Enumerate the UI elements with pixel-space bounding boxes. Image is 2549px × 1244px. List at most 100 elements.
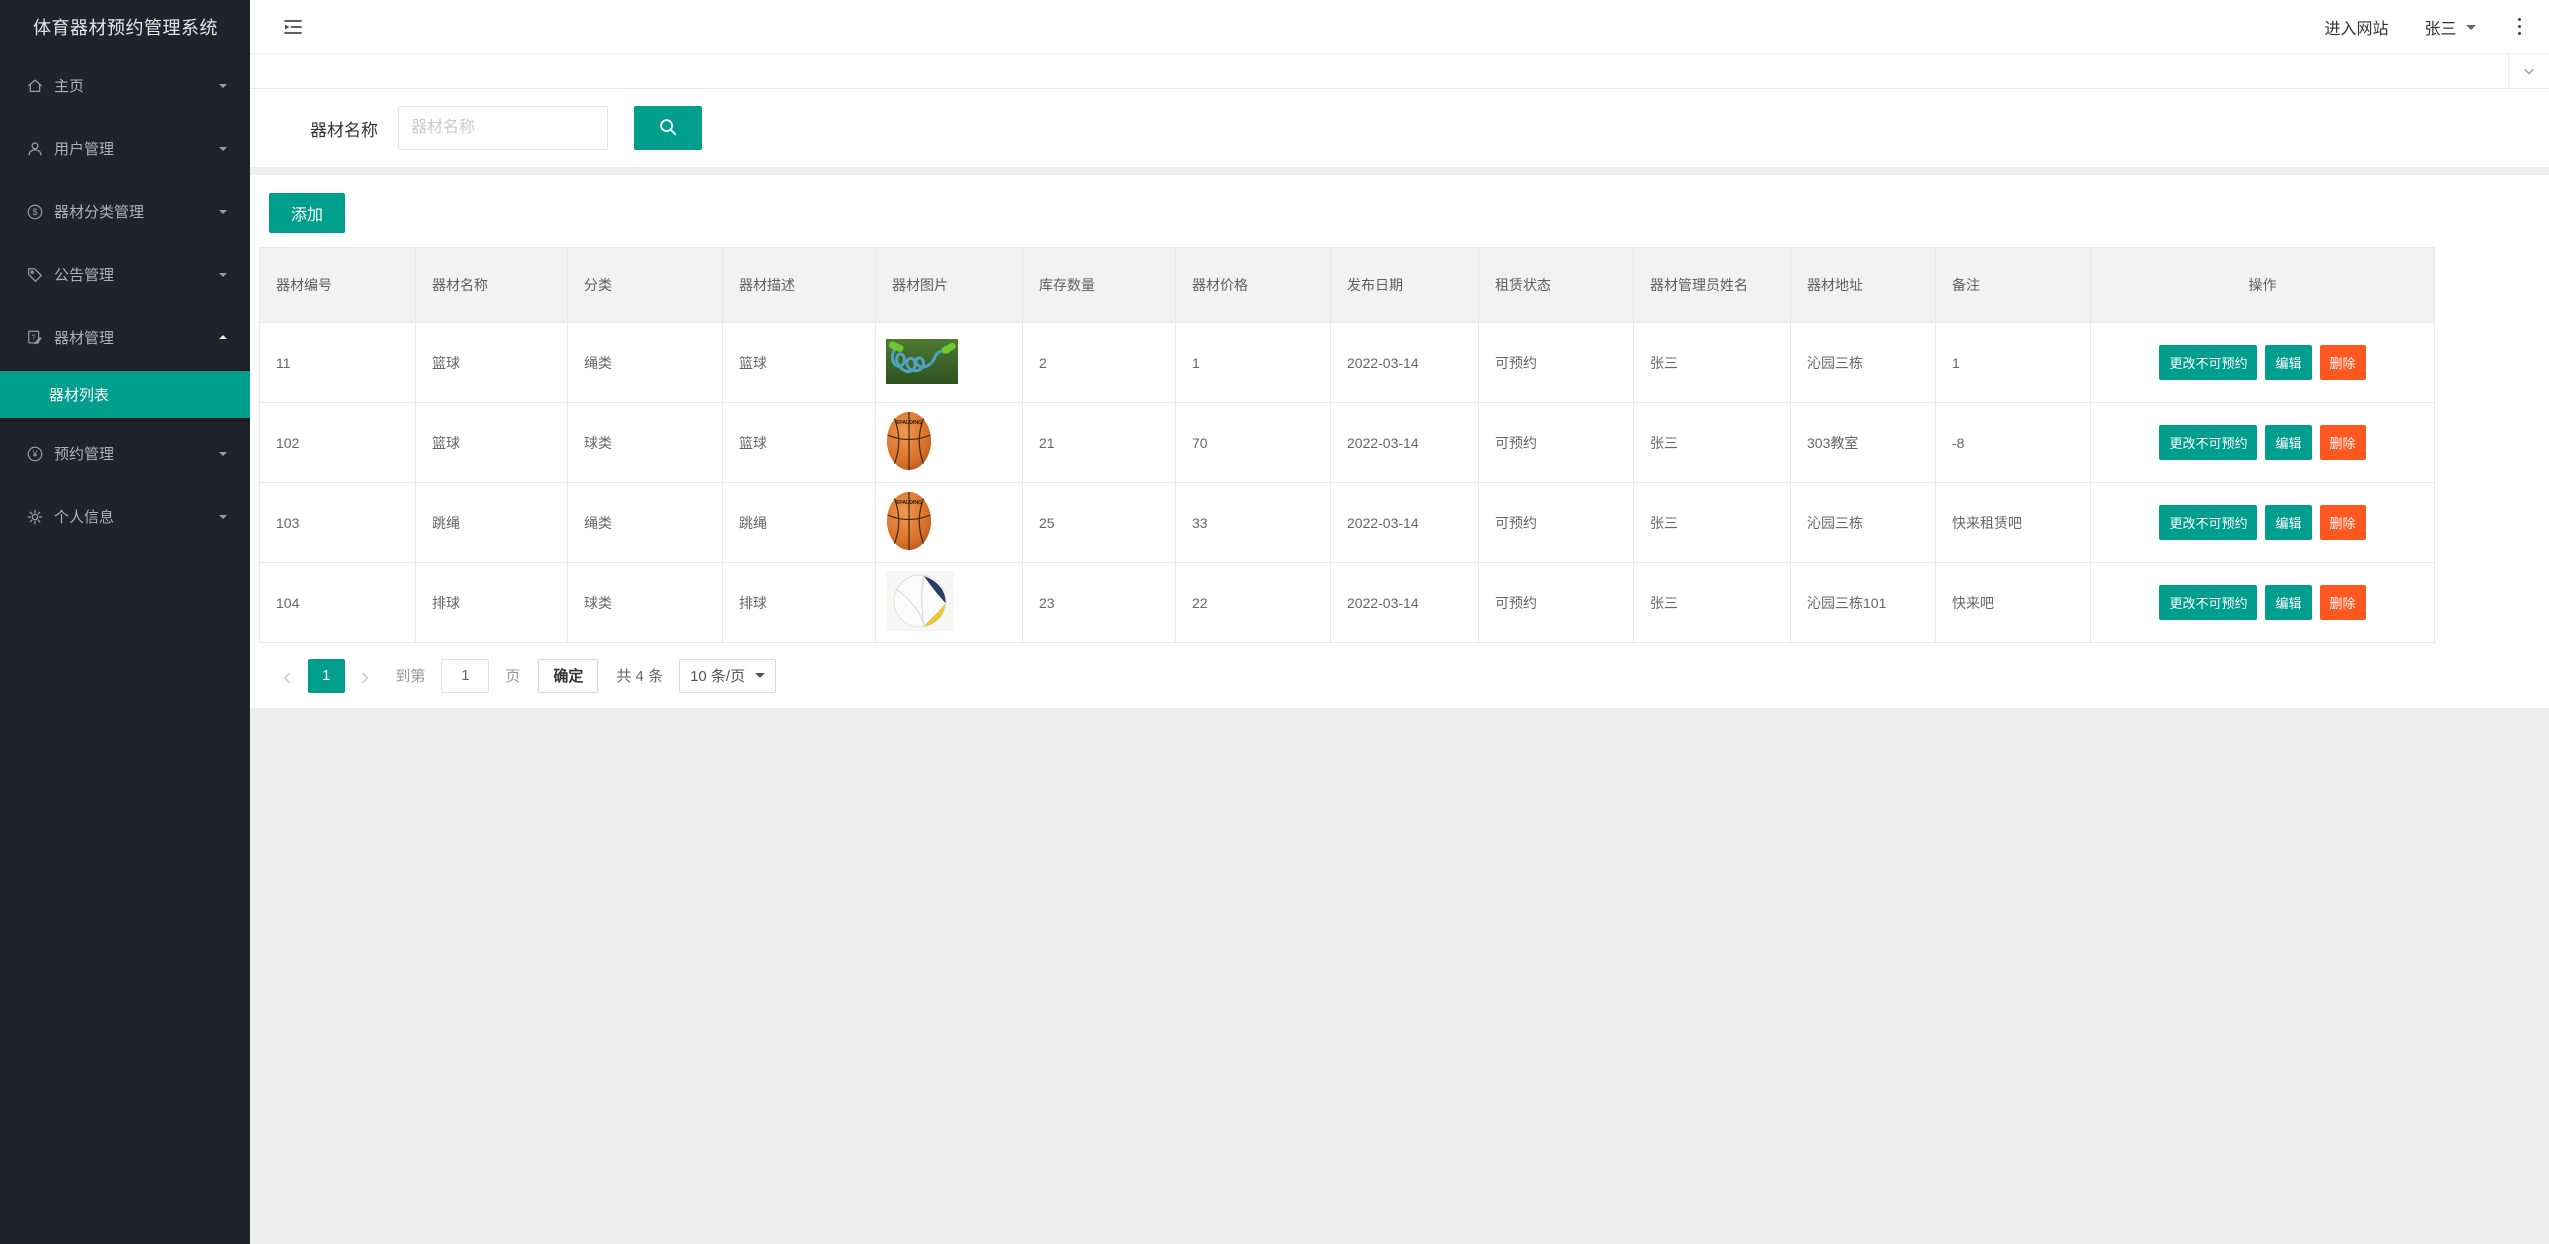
svg-text:$: $ (32, 207, 37, 217)
page-number-current[interactable]: 1 (307, 658, 345, 693)
sidebar-item-announcement-management[interactable]: 公告管理 (0, 243, 250, 306)
column-header-3: 器材描述 (722, 247, 876, 323)
svg-text:SPALDING: SPALDING (896, 500, 922, 506)
more-menu-icon[interactable] (2512, 14, 2528, 40)
equipment-table: 器材编号 器材名称 分类 器材描述 器材图片 库存数量 器材价格 发布日期 租赁状态 器材管理员姓… (259, 247, 2435, 643)
column-header-0: 器材编号 (259, 247, 416, 323)
sidebar: 体育器材预约管理系统 主页 用户管理 $ 器材分类管理 公告管理? 器材管理 器材列表 ¥ 预约… (0, 0, 250, 1244)
cell-date: 2022-03-14 (1330, 482, 1479, 563)
cell-remark: 快来租赁吧 (1935, 482, 2091, 563)
enter-site-link[interactable]: 进入网站 (2324, 20, 2389, 38)
sidebar-item-equipment-list[interactable]: 器材列表 (0, 371, 250, 418)
user-menu[interactable]: 张三 (2424, 15, 2476, 39)
cell-stock: 23 (1022, 562, 1176, 643)
cell-stock: 2 (1022, 322, 1176, 403)
sidebar-menu: 主页 用户管理 $ 器材分类管理 公告管理? 器材管理 器材列表 ¥ 预约管理个人信息 (0, 54, 250, 548)
sidebar-item-profile[interactable]: 个人信息 (0, 485, 250, 548)
prev-page-button[interactable]: ‹ (283, 660, 292, 691)
svg-text:SPALDING: SPALDING (896, 420, 922, 426)
confirm-page-button[interactable]: 确定 (538, 658, 599, 693)
toggle-unavailable-button[interactable]: 更改不可预约 (2159, 425, 2258, 460)
pagination: ‹ 1 › 到第 页 确定 共 4 条 10 条/页 (259, 643, 2549, 708)
gear-icon (26, 508, 44, 526)
cell-image (875, 562, 1023, 643)
topbar-right: 进入网站 张三 (2324, 14, 2527, 40)
sidebar-item-user-management[interactable]: 用户管理 (0, 117, 250, 180)
edit-button[interactable]: 编辑 (2265, 345, 2312, 380)
cell-image (875, 322, 1023, 403)
sidebar-item-equipment-management[interactable]: ? 器材管理 (0, 306, 250, 369)
topbar: 进入网站 张三 (250, 0, 2549, 54)
equipment-image-basketball: SPALDING (886, 411, 932, 471)
edit-button[interactable]: 编辑 (2265, 425, 2312, 460)
cell-remark: 1 (1935, 322, 2091, 403)
cell-date: 2022-03-14 (1330, 322, 1479, 403)
sidebar-toggle-icon[interactable] (283, 18, 303, 36)
dollar-circle-icon: $ (26, 203, 44, 221)
yen-circle-icon: ¥ (26, 445, 44, 463)
sidebar-item-label: 个人信息 (54, 509, 115, 526)
delete-button[interactable]: 删除 (2319, 585, 2366, 620)
chevron-down-icon (2465, 24, 2476, 35)
cell-category: 绳类 (567, 482, 723, 563)
section-divider (250, 167, 2549, 175)
delete-button[interactable]: 删除 (2319, 425, 2366, 460)
table-row: 102 篮球 球类 篮球 SPALDING 21 70 2022-03-14 可预约 张三 303教… (259, 402, 2435, 483)
column-header-12: 操作 (2090, 247, 2435, 323)
cell-desc: 排球 (722, 562, 876, 643)
tag-icon (26, 266, 44, 284)
goto-label: 到第 (395, 668, 426, 685)
chevron-down-icon (219, 272, 227, 281)
sidebar-item-reservation-management[interactable]: ¥ 预约管理 (0, 422, 250, 485)
cell-remark: 快来吧 (1935, 562, 2091, 643)
toggle-unavailable-button[interactable]: 更改不可预约 (2159, 345, 2258, 380)
toggle-unavailable-button[interactable]: 更改不可预约 (2159, 585, 2258, 620)
cell-address: 303教室 (1790, 402, 1936, 483)
app-title: 体育器材预约管理系统 (33, 18, 218, 38)
column-header-11: 备注 (1935, 247, 2091, 323)
delete-button[interactable]: 删除 (2319, 505, 2366, 540)
cell-name: 篮球 (415, 402, 568, 483)
cell-remark: -8 (1935, 402, 2091, 483)
sidebar-item-home[interactable]: 主页 (0, 54, 250, 117)
cell-name: 篮球 (415, 322, 568, 403)
page-size-value: 10 条/页 (690, 668, 746, 685)
tab-collapse-button[interactable] (2508, 54, 2549, 88)
equipment-image-basketball: SPALDING (886, 491, 932, 551)
cell-category: 球类 (567, 562, 723, 643)
cell-manager: 张三 (1633, 482, 1791, 563)
home-icon (26, 77, 44, 95)
tab-bar (250, 54, 2549, 89)
cell-manager: 张三 (1633, 402, 1791, 483)
cell-actions: 更改不可预约 编辑 删除 (2090, 322, 2435, 403)
cell-actions: 更改不可预约 编辑 删除 (2090, 402, 2435, 483)
search-input[interactable] (398, 106, 608, 150)
column-header-9: 器材管理员姓名 (1633, 247, 1791, 323)
search-label: 器材名称 (310, 120, 378, 140)
chevron-down-icon (755, 673, 766, 683)
toggle-unavailable-button[interactable]: 更改不可预约 (2159, 505, 2258, 540)
add-button[interactable]: 添加 (269, 193, 346, 233)
page-unit-label: 页 (505, 668, 521, 685)
cell-status: 可预约 (1478, 402, 1634, 483)
sidebar-item-equipment-category-management[interactable]: $ 器材分类管理 (0, 180, 250, 243)
cell-id: 11 (259, 322, 416, 403)
edit-button[interactable]: 编辑 (2265, 505, 2312, 540)
svg-text:?: ? (32, 332, 36, 341)
goto-page-input[interactable] (441, 658, 490, 693)
cell-desc: 篮球 (722, 402, 876, 483)
username: 张三 (2424, 20, 2457, 38)
column-header-5: 库存数量 (1022, 247, 1176, 323)
cell-name: 排球 (415, 562, 568, 643)
edit-button[interactable]: 编辑 (2265, 585, 2312, 620)
cell-actions: 更改不可预约 编辑 删除 (2090, 562, 2435, 643)
search-button[interactable] (634, 106, 702, 150)
column-header-8: 租赁状态 (1478, 247, 1634, 323)
column-header-1: 器材名称 (415, 247, 568, 323)
search-icon (657, 116, 679, 141)
delete-button[interactable]: 删除 (2319, 345, 2366, 380)
page-size-select[interactable]: 10 条/页 (679, 658, 777, 693)
cell-address: 沁园三栋101 (1790, 562, 1936, 643)
next-page-button[interactable]: › (360, 660, 370, 691)
column-header-10: 器材地址 (1790, 247, 1936, 323)
